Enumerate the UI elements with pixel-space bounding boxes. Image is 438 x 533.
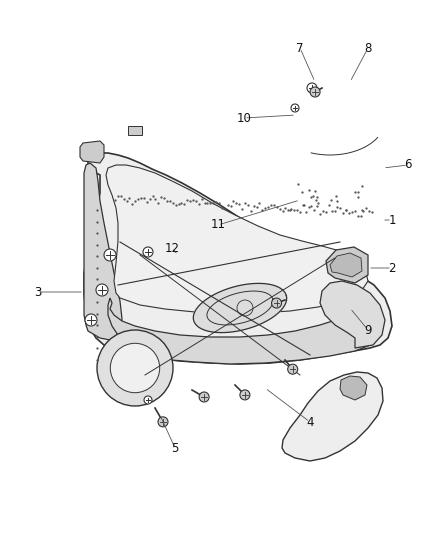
Circle shape [143, 247, 153, 257]
Polygon shape [84, 153, 392, 364]
Text: 6: 6 [404, 158, 412, 172]
Circle shape [288, 364, 298, 374]
Text: 2: 2 [388, 262, 396, 274]
Circle shape [158, 417, 168, 427]
Circle shape [307, 83, 317, 93]
Text: 12: 12 [165, 241, 180, 254]
Circle shape [110, 343, 160, 393]
Text: 3: 3 [34, 286, 42, 298]
Circle shape [85, 314, 97, 326]
Circle shape [97, 330, 173, 406]
Polygon shape [84, 163, 122, 341]
Polygon shape [108, 298, 383, 364]
Polygon shape [320, 281, 385, 348]
Text: 5: 5 [171, 441, 179, 455]
Circle shape [96, 284, 108, 296]
Polygon shape [330, 253, 362, 277]
Text: 7: 7 [296, 42, 304, 54]
Polygon shape [128, 126, 142, 135]
Text: 9: 9 [364, 324, 372, 336]
Polygon shape [340, 376, 367, 400]
Text: 8: 8 [364, 42, 372, 54]
Circle shape [291, 104, 299, 112]
Text: 1: 1 [388, 214, 396, 227]
Polygon shape [282, 372, 383, 461]
Polygon shape [326, 247, 368, 283]
Text: 4: 4 [306, 416, 314, 429]
Circle shape [310, 87, 320, 97]
Circle shape [272, 298, 282, 308]
Polygon shape [106, 165, 368, 313]
Text: 10: 10 [237, 111, 251, 125]
Circle shape [240, 390, 250, 400]
Text: 11: 11 [211, 219, 226, 231]
Circle shape [104, 249, 116, 261]
Circle shape [144, 396, 152, 404]
Polygon shape [80, 141, 104, 163]
Circle shape [199, 392, 209, 402]
Polygon shape [193, 284, 287, 333]
